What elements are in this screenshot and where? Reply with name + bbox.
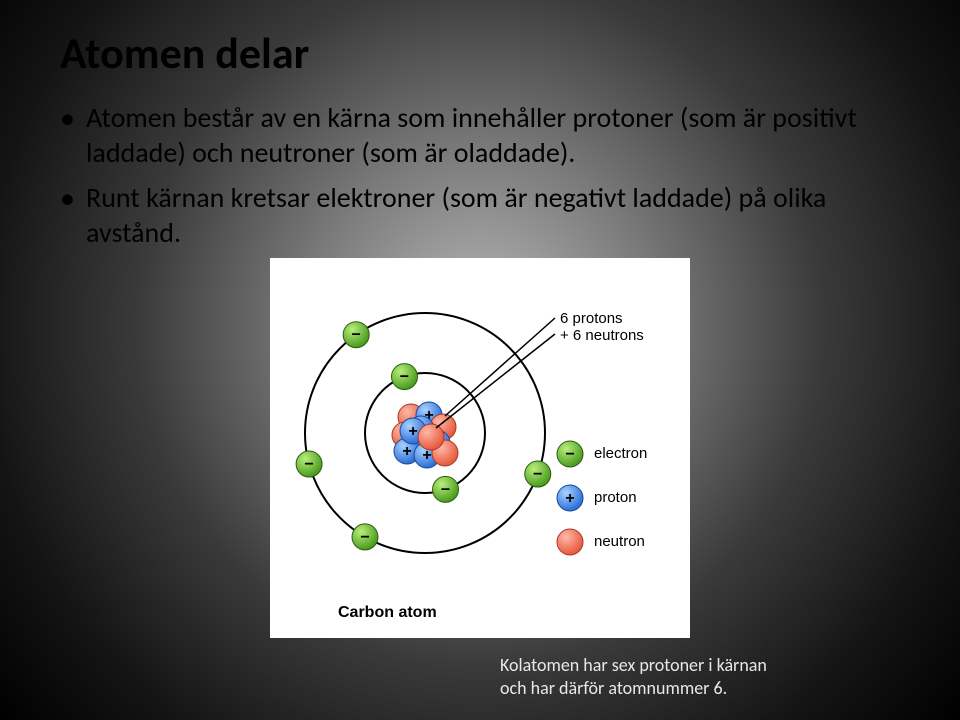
caption-line: och har därför atomnummer 6. xyxy=(500,677,767,700)
slide: Atomen delar Atomen består av en kärna s… xyxy=(0,0,960,720)
atom-figure: ++++++−−−−−−−+ 6 protons+ 6 neutrons Car… xyxy=(270,258,690,638)
neutron-count-text: + 6 neutrons xyxy=(560,327,644,344)
svg-text:−: − xyxy=(441,481,450,498)
svg-text:−: − xyxy=(360,529,369,546)
svg-text:−: − xyxy=(304,456,313,473)
slide-title: Atomen delar xyxy=(60,26,309,80)
nucleus-count-label: 6 protons+ 6 neutrons xyxy=(560,310,644,344)
bullet-list: Atomen består av en kärna som innehåller… xyxy=(60,100,900,260)
legend-label-electron: electron xyxy=(594,445,647,462)
svg-text:−: − xyxy=(351,327,360,344)
figure-caption: Kolatomen har sex protoner i kärnan och … xyxy=(500,654,767,699)
legend-label-neutron: neutron xyxy=(594,533,645,550)
svg-text:−: − xyxy=(565,446,574,463)
legend-label-proton: proton xyxy=(594,489,637,506)
svg-text:+: + xyxy=(402,443,411,460)
svg-text:−: − xyxy=(533,466,542,483)
bullet-item: Atomen består av en kärna som innehåller… xyxy=(60,100,900,170)
svg-text:+: + xyxy=(408,423,417,440)
proton-count-text: 6 protons xyxy=(560,310,644,327)
caption-line: Kolatomen har sex protoner i kärnan xyxy=(500,654,767,676)
svg-text:+: + xyxy=(565,490,574,507)
bullet-item: Runt kärnan kretsar elektroner (som är n… xyxy=(60,180,900,250)
svg-text:−: − xyxy=(400,369,409,386)
carbon-atom-label: Carbon atom xyxy=(338,604,437,622)
